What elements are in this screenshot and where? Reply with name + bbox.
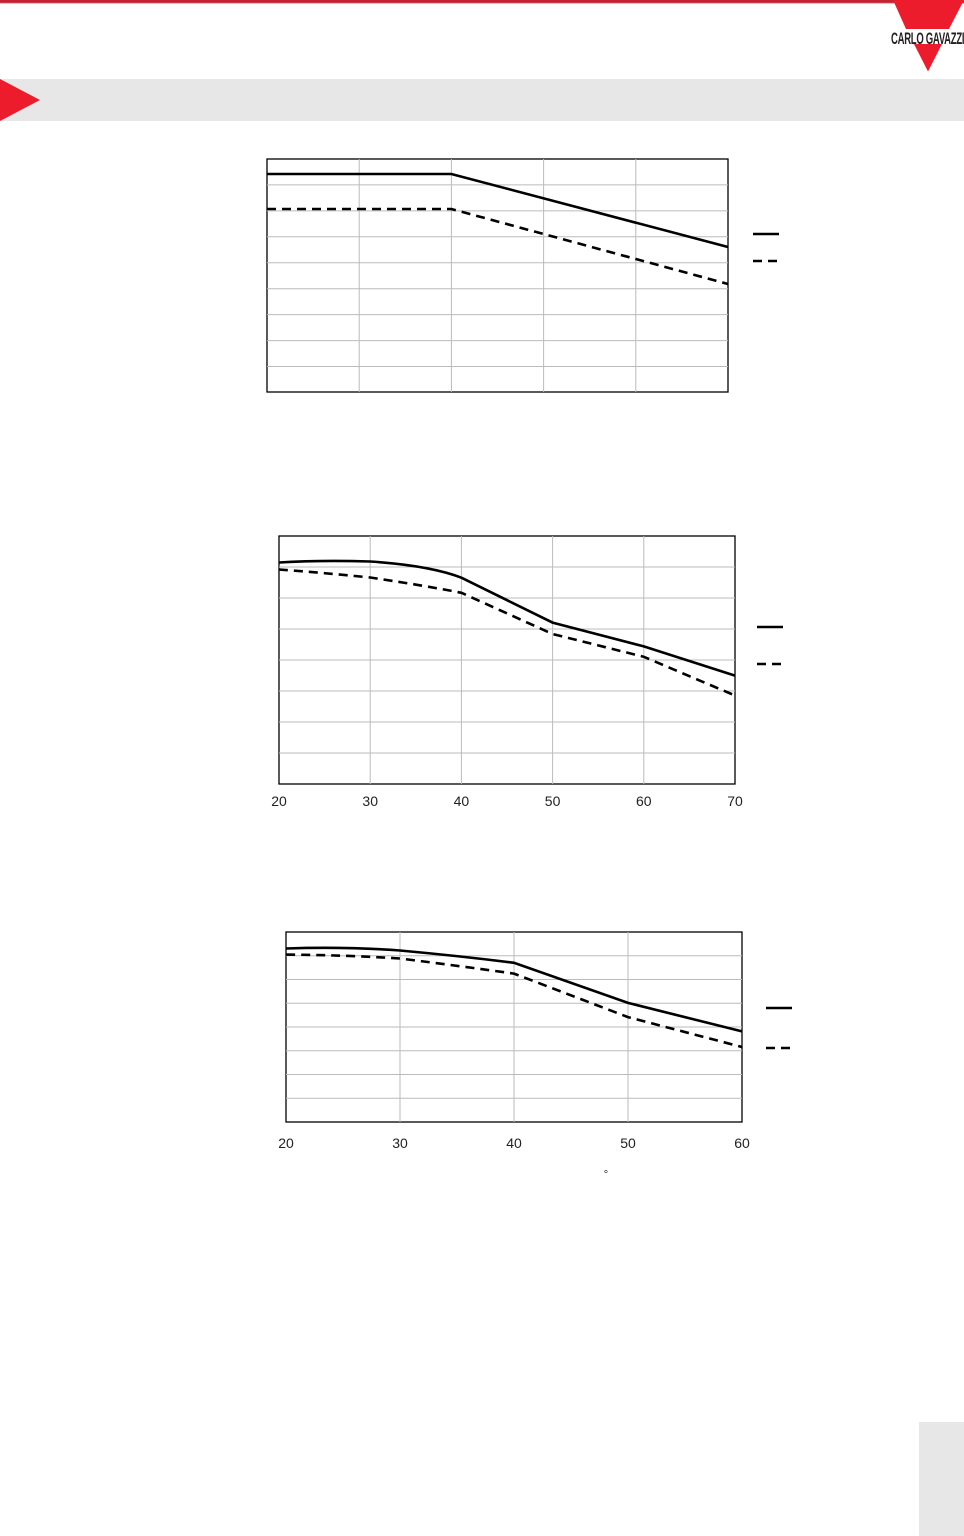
svg-text:30: 30	[392, 1135, 408, 1151]
svg-text:40: 40	[506, 1135, 522, 1151]
svg-text:°: °	[604, 1169, 608, 1181]
svg-text:50: 50	[620, 1135, 636, 1151]
svg-text:60: 60	[734, 1135, 750, 1151]
svg-text:20: 20	[278, 1135, 294, 1151]
